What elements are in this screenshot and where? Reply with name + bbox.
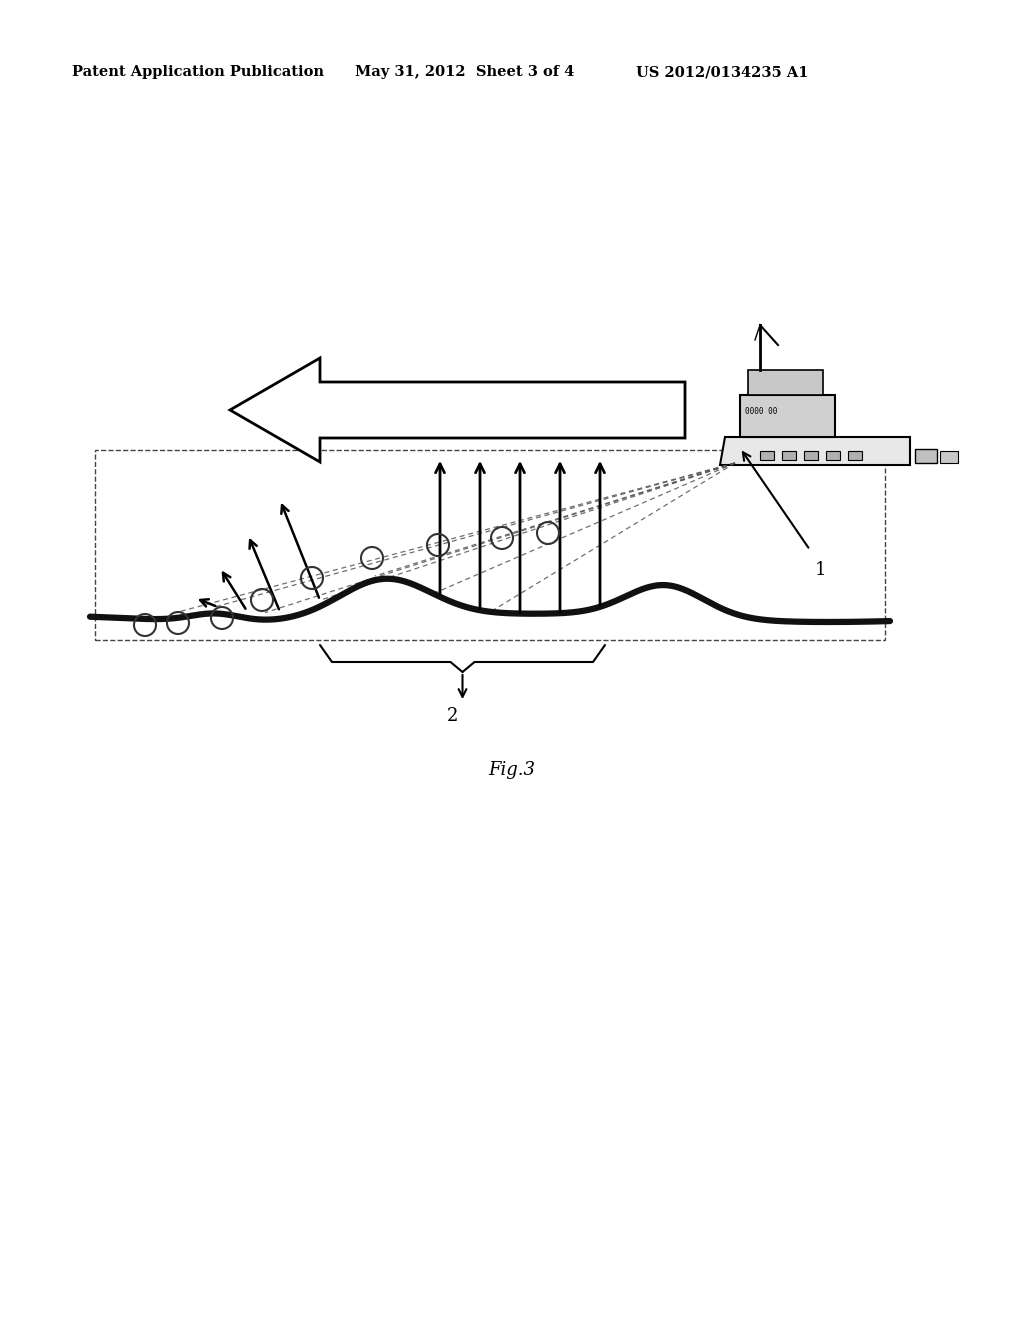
Bar [740,395,835,437]
Bar [915,449,937,463]
Polygon shape [230,358,685,462]
Text: May 31, 2012  Sheet 3 of 4: May 31, 2012 Sheet 3 of 4 [355,65,574,79]
Bar [782,451,796,459]
Bar [804,451,818,459]
Text: 1: 1 [815,561,826,579]
Bar [940,451,958,463]
Bar [748,370,823,395]
Text: 2: 2 [446,708,458,725]
Text: Patent Application Publication: Patent Application Publication [72,65,324,79]
Polygon shape [720,437,910,465]
Text: 0000 00: 0000 00 [745,407,777,416]
Bar [848,451,862,459]
Text: Fig.3: Fig.3 [488,762,536,779]
Text: US 2012/0134235 A1: US 2012/0134235 A1 [636,65,809,79]
Bar [760,451,774,459]
Bar [826,451,840,459]
